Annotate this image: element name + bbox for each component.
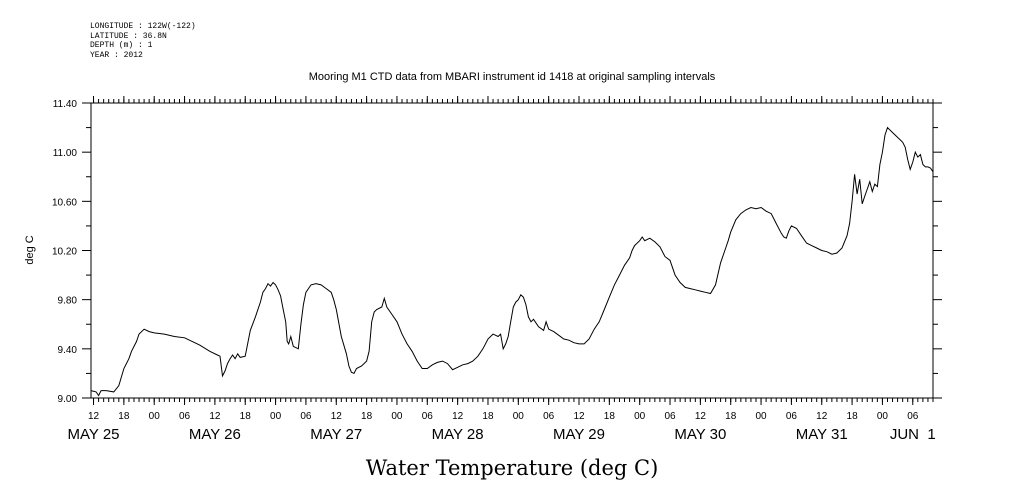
x-tick-label: 06 [907,411,919,422]
x-tick-label: 00 [755,411,767,422]
metadata-block: LONGITUDE : 122W(-122) LATITUDE : 36.8N … [90,22,196,60]
x-day-label: MAY 26 [189,426,241,443]
x-tick-label: 18 [118,411,130,422]
y-axis-left: 9.00 9.40 9.80 10.20 10.60 11.00 11.40 [52,99,91,405]
x-day-label: JUN 1 [890,426,936,443]
x-tick-label: 06 [422,411,434,422]
longitude-label: LONGITUDE : 122W(-122) [90,22,196,31]
x-tick-label: 06 [543,411,555,422]
x-tick-label: 18 [482,411,494,422]
x-tick-label: 00 [513,411,525,422]
water-temperature-line [90,126,934,397]
y-tick-label: 11.40 [53,99,78,110]
x-tick-label: 12 [573,411,585,422]
x-day-labels: MAY 25 MAY 26 MAY 27 MAY 28 MAY 29 MAY 30 MAY … [68,426,936,443]
x-axis-bottom: 12 18 00 06 12 18 00 06 12 18 00 06 12 18 00 06 12 18 00 06… [88,398,934,422]
x-tick-label: 12 [209,411,221,422]
y-tick-label: 11.00 [53,148,78,159]
x-axis-top [93,96,934,103]
x-tick-label: 12 [695,411,707,422]
x-tick-label: 00 [270,411,282,422]
y-axis-right [933,102,942,399]
y-tick-label: 10.60 [52,197,77,208]
x-tick-label: 00 [877,411,889,422]
x-tick-label: 00 [391,411,403,422]
x-tick-label: 18 [847,411,859,422]
x-axis-label: Water Temperature (deg C) [366,456,659,480]
x-day-label: MAY 28 [432,426,484,443]
x-day-label: MAY 29 [553,426,605,443]
year-label: YEAR : 2012 [90,50,143,60]
x-day-label: MAY 27 [310,426,362,443]
y-tick-label: 9.00 [58,394,78,405]
y-axis-label: deg C [24,235,36,264]
x-day-label: MAY 25 [68,426,120,443]
latitude-label: LATITUDE : 36.8N [90,31,167,41]
x-tick-label: 18 [604,411,616,422]
x-tick-label: 06 [179,411,191,422]
x-tick-label: 12 [331,411,343,422]
x-tick-label: 06 [664,411,676,422]
x-tick-label: 18 [240,411,252,422]
x-tick-label: 12 [816,411,828,422]
x-day-label: MAY 31 [796,426,848,443]
x-tick-label: 18 [361,411,373,422]
x-tick-label: 18 [725,411,737,422]
depth-label: DEPTH (m) : 1 [90,41,153,50]
y-tick-label: 10.20 [52,247,77,258]
x-tick-label: 12 [88,411,100,422]
x-day-label: MAY 30 [674,426,726,443]
plot-frame [90,102,934,399]
x-tick-label: 06 [300,411,312,422]
x-tick-label: 12 [452,411,464,422]
y-tick-label: 9.40 [58,345,78,356]
x-tick-label: 06 [786,411,798,422]
y-tick-label: 9.80 [58,296,78,307]
x-tick-label: 00 [634,411,646,422]
x-tick-label: 00 [149,411,161,422]
chart-title: Mooring M1 CTD data from MBARI instrumen… [309,71,716,83]
